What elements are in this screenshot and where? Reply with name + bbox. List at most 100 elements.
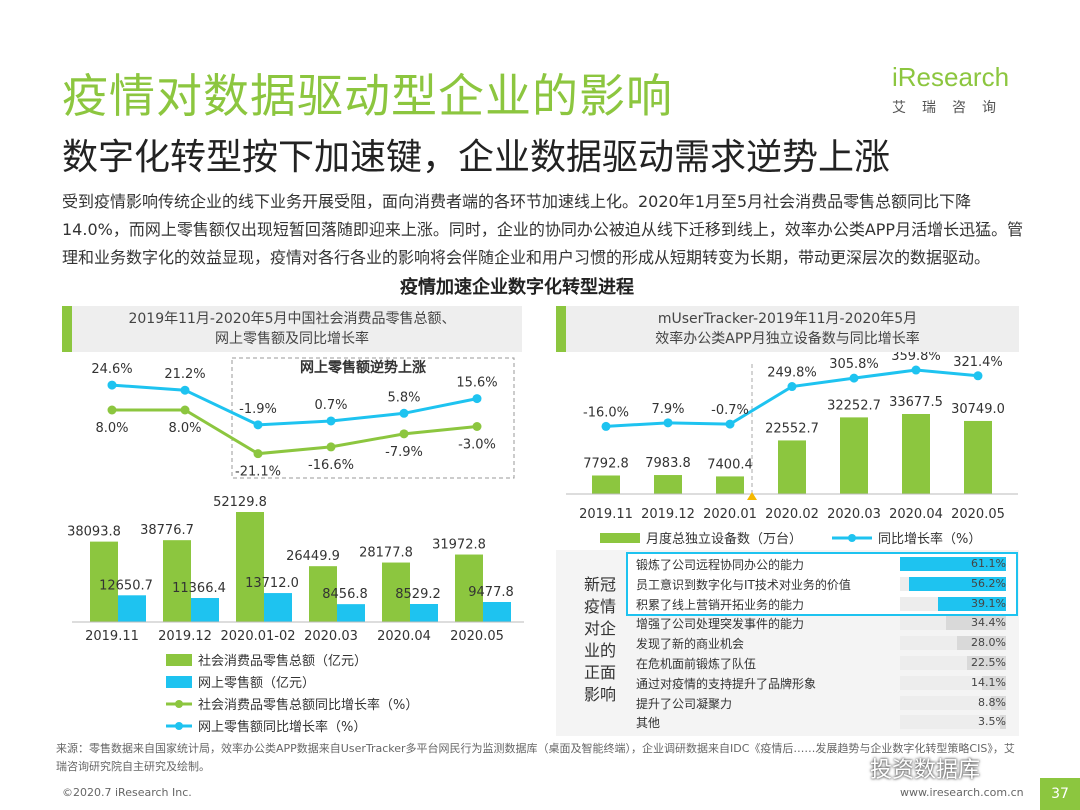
legend-item-retail-total: 社会消费品零售总额（亿元） [166,650,367,669]
growth-label: -16.0% [583,405,629,420]
growth-point [725,419,735,429]
growth-point [787,382,797,392]
header-accent-bar [62,306,72,352]
legend-label: 网上零售额同比增长率（%） [198,720,367,735]
bar-label: 7400.4 [707,457,753,472]
growth-point [849,373,859,383]
survey-item-label: 积累了线上营销开拓业务的能力 [636,597,805,612]
survey-bar [908,576,1006,591]
bar-label: 12650.7 [99,578,153,593]
growth-label: -1.9% [239,402,277,417]
bar-label: 13712.0 [245,576,299,591]
bar-devices [654,475,682,494]
bar-online-total [118,595,146,622]
legend-label: 社会消费品零售总额同比增长率（%） [198,698,419,713]
growth-label: -7.9% [385,445,423,460]
x-tick-label: 2020.03 [827,507,881,522]
bar-retail-total [455,554,483,622]
x-tick-label: 2019.11 [579,507,633,522]
survey-value: 34.4% [971,616,1006,630]
survey-item-label: 其他 [636,716,661,731]
survey-item-label: 增强了公司处理突发事件的能力 [636,617,805,632]
growth-label: 15.6% [456,376,497,391]
x-tick-label: 2019.12 [158,629,212,644]
right-panel-header: mUserTracker-2019年11月-2020年5月 效率办公类APP月独… [556,306,1019,352]
growth-label: 249.8% [767,366,817,381]
growth-line [112,408,478,456]
bar-online-total [483,602,511,622]
divider-marker [747,492,757,500]
survey-value: 39.1% [971,596,1006,610]
source-note: 来源：零售数据来自国家统计局，效率办公类APP数据来自UserTracker多平… [56,742,1015,773]
survey-label: 新冠 疫情 对企 业的 正面 影响 [578,574,622,706]
growth-point [180,385,190,395]
bar-devices [840,417,868,494]
growth-point [326,416,336,426]
page-number: 37 [1040,778,1080,810]
website: www.iresearch.com.cn [900,786,1024,799]
survey-item-label: 员工意识到数字化与IT技术对业务的价值 [636,577,851,592]
bar-retail-total [90,541,118,622]
survey-label-line: 新冠 [583,575,616,594]
x-tick-label: 2020.04 [377,629,431,644]
survey-label-line: 正面 [583,663,616,682]
growth-point [472,394,482,404]
bar-retail-total [236,512,264,622]
bar-label: 32252.7 [827,398,881,413]
x-tick-label: 2020.05 [951,507,1005,522]
office-app-chart: 7792.8 7983.8 7400.4 22552.7 32252.7 33677.5 3… [566,352,1018,522]
growth-label: 8.0% [95,421,128,436]
logo-text: iResearch [892,62,1010,92]
growth-point [253,420,263,430]
legend-item-growth: 同比增长率（%） [832,528,981,547]
bar-label: 9477.8 [468,585,514,600]
growth-point [601,421,611,431]
survey-value: 61.1% [971,557,1006,570]
bar-label: 30749.0 [951,402,1005,417]
growth-point [472,422,482,431]
growth-point [399,429,409,439]
left-header-line2: 网上零售额及同比增长率 [215,331,369,347]
bar-label: 8456.8 [322,587,368,602]
bar-retail-total [382,562,410,622]
growth-point [663,418,673,428]
survey-bar [938,596,1006,611]
watermark: 投资数据库 [870,758,981,783]
growth-label: -3.0% [458,438,496,453]
survey-item-label: 在危机面前锻炼了队伍 [636,657,757,671]
growth-point [326,442,336,452]
bar-label: 8529.2 [395,587,441,602]
iresearch-logo: iResearch 艾瑞咨询 [892,62,1022,124]
survey-label-line: 业的 [583,641,616,660]
legend-label: 同比增长率（%） [878,532,982,547]
logo-cn: 艾瑞咨询 [892,100,1012,116]
legend-swatch [166,699,192,708]
bar-label: 11366.4 [172,581,226,596]
growth-line [111,383,478,427]
legend-label: 社会消费品零售总额（亿元） [198,654,368,669]
legend-swatch [166,653,192,666]
growth-label: 305.8% [829,357,879,372]
growth-label: 0.7% [314,398,347,413]
growth-point [107,380,117,390]
legend-label: 月度总独立设备数（万台） [646,532,803,547]
right-header-line1: mUserTracker-2019年11月-2020年5月 [657,311,918,327]
growth-label: -0.7% [711,403,749,418]
survey-bar [990,695,1006,710]
growth-label: 21.2% [164,367,205,382]
survey-bar [999,715,1006,730]
growth-point [399,408,409,418]
left-panel-header: 2019年11月-2020年5月中国社会消费品零售总额、 网上零售额及同比增长率 [62,306,522,352]
survey-bar [981,675,1006,690]
survey-bar-track [900,695,1006,710]
x-tick-label: 2020.01 [703,507,757,522]
legend-swatch [600,532,640,543]
survey-item-label: 锻炼了公司远程协同办公的能力 [636,558,805,572]
legend-item-online-total: 网上零售额（亿元） [166,672,315,691]
bar-online-total [191,598,219,622]
page-title: 疫情对数据驱动型企业的影响 [62,69,673,123]
bar-online-total [264,593,292,622]
x-tick-label: 2020.04 [889,507,943,522]
copyright: ©2020.7 iResearch Inc. [62,786,192,799]
legend-item-online-growth: 网上零售额同比增长率（%） [166,716,366,735]
